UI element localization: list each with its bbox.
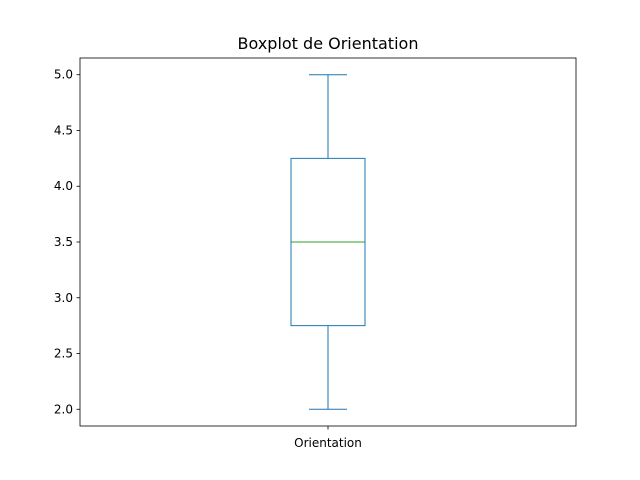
y-tick-label: 3.0 bbox=[54, 291, 73, 305]
y-tick-label: 5.0 bbox=[54, 68, 73, 82]
y-tick-label: 2.0 bbox=[54, 402, 73, 416]
y-tick-label: 3.5 bbox=[54, 235, 73, 249]
y-tick-label: 4.5 bbox=[54, 123, 73, 137]
y-tick-label: 2.5 bbox=[54, 347, 73, 361]
chart-title: Boxplot de Orientation bbox=[238, 34, 419, 53]
y-tick-label: 4.0 bbox=[54, 179, 73, 193]
x-tick-label: Orientation bbox=[294, 436, 362, 450]
plot-area: 2.0 2.5 3.0 3.5 4.0 4.5 5.0 Orientation bbox=[54, 57, 577, 450]
